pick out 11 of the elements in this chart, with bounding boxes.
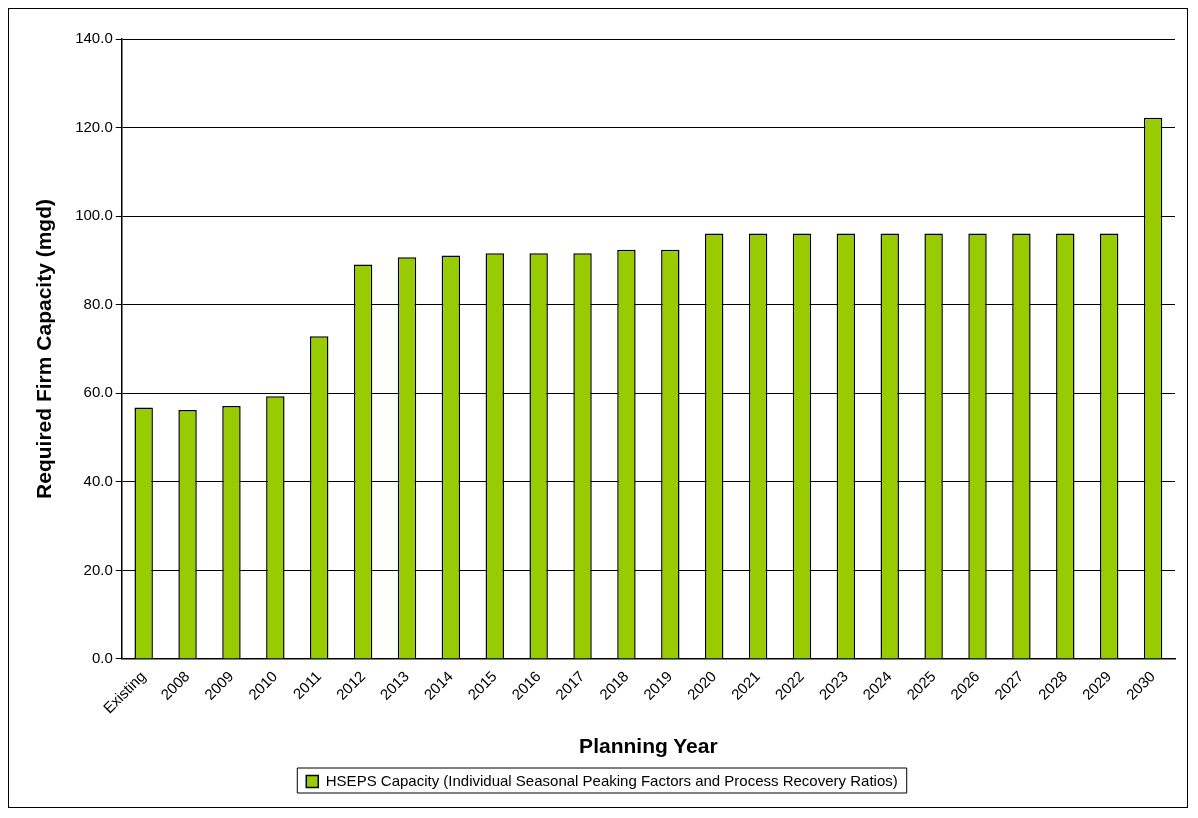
x-axis-title: Planning Year	[579, 734, 718, 758]
legend-label: HSEPS Capacity (Individual Seasonal Peaking Factors and Process Recovery Ratios)	[325, 771, 898, 789]
y-tick-label: 0.0	[91, 649, 113, 667]
y-tick-label: 140.0	[75, 29, 113, 47]
y-axis-title: Required Firm Capacity (mgd)	[32, 199, 56, 499]
y-tick-label: 100.0	[75, 206, 113, 224]
y-tick-label: 20.0	[83, 560, 113, 578]
y-tick-label: 40.0	[83, 471, 113, 489]
y-tick-label: 120.0	[75, 117, 113, 135]
y-tick-label: 60.0	[83, 383, 113, 401]
y-tick-label: 80.0	[83, 294, 113, 312]
